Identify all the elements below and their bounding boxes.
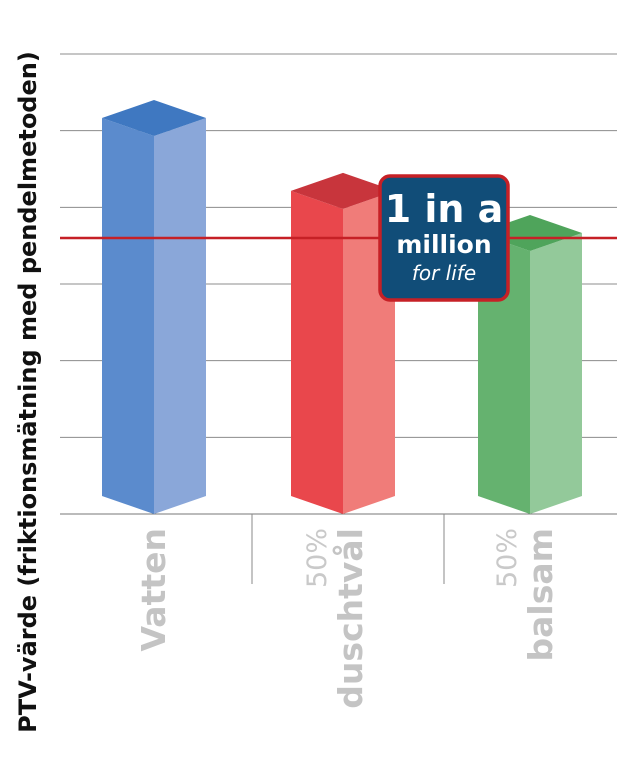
bar-front-face xyxy=(291,190,343,515)
category-label: Vatten xyxy=(134,528,173,651)
bar-top-face xyxy=(291,172,395,209)
bar-side-face xyxy=(530,233,582,514)
category-label: 50%duschtvål xyxy=(302,528,370,709)
category-label-prefix: 50% xyxy=(302,528,333,588)
category-label-prefix: 50% xyxy=(492,528,523,588)
category-label-text: Vatten xyxy=(134,528,173,651)
category-labels: Vatten 50%duschtvål 50%balsam xyxy=(134,528,560,709)
badge-text-line3: for life xyxy=(412,261,476,285)
bar-front-face xyxy=(102,118,154,514)
category-label-text: balsam xyxy=(521,528,560,662)
one-in-a-million-badge: 1 in a million for life xyxy=(378,174,510,302)
category-label-text: duschtvål xyxy=(331,528,370,709)
bars xyxy=(102,100,582,515)
bar-top-face xyxy=(102,100,206,136)
category-label: 50%balsam xyxy=(492,528,560,662)
y-axis-label: PTV-värde (friktionsmätning med pendelme… xyxy=(14,51,42,733)
bar xyxy=(102,100,206,514)
badge-background xyxy=(378,174,510,302)
badge-text-line2: million xyxy=(396,230,491,259)
bar-front-face xyxy=(478,233,530,514)
bar-side-face xyxy=(154,118,206,514)
badge-text-line1: 1 in a xyxy=(385,187,504,231)
category-dividers xyxy=(251,514,445,584)
